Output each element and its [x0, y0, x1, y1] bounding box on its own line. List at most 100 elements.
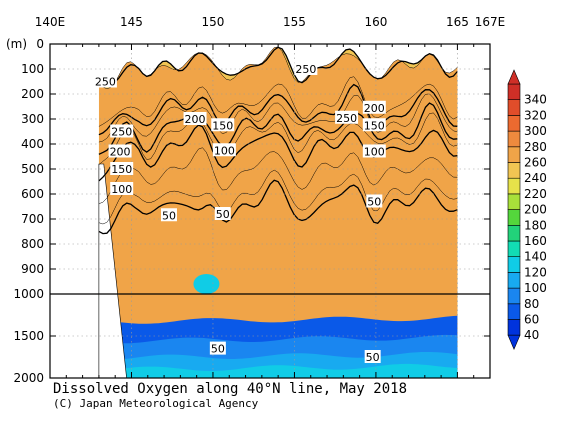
y-tick-label: 800 — [21, 237, 44, 251]
contour-label: 250 — [111, 126, 132, 139]
colorbar-segment — [507, 130, 521, 148]
y-tick-label: 900 — [21, 262, 44, 276]
contour-label-bg — [93, 74, 117, 88]
y-axis: 0 100 200 300 400 500 600 700 800 900 1000 1500 2000 — [13, 37, 490, 385]
contour-label-bg — [160, 208, 177, 222]
y-tick-label: 600 — [21, 187, 44, 201]
colorbar-label: 280 — [524, 140, 547, 154]
contour-label: 50 — [162, 209, 176, 222]
contour-label: 150 — [111, 163, 132, 176]
contour-label: 250 — [95, 76, 116, 89]
y-tick-label: 700 — [21, 212, 44, 226]
contour-label: 50 — [366, 351, 380, 364]
contour-label-bg — [110, 182, 134, 195]
credit-text: (C) Japan Meteorological Agency — [53, 397, 259, 410]
y-tick-label: 400 — [21, 137, 44, 151]
colorbar-segment — [507, 303, 521, 320]
y-tick-label: 2000 — [13, 371, 44, 385]
contour-label-bg — [294, 62, 318, 75]
isoline-50 — [98, 179, 458, 235]
y-tick-label: 500 — [21, 162, 44, 176]
x-tick-label: 160 — [364, 15, 387, 29]
colorbar-segment — [507, 256, 521, 273]
colorbar-label: 200 — [524, 203, 547, 217]
y-tick-label: 200 — [21, 87, 44, 101]
contour-label: 200 — [185, 113, 206, 126]
contour-label-bg — [110, 124, 134, 138]
contour-label: 150 — [212, 119, 233, 132]
isoline-150 — [98, 102, 458, 155]
contour-lines — [98, 46, 458, 235]
y-tick-label: 1500 — [13, 329, 44, 343]
deep-oxygen-band — [98, 363, 458, 378]
contour-label-bg — [110, 162, 134, 175]
contour-label: 100 — [214, 144, 235, 157]
colorbar-label: 40 — [524, 328, 539, 342]
contour-label-bg — [108, 144, 132, 158]
colorbar-label: 220 — [524, 187, 547, 201]
colorbar-label: 180 — [524, 218, 547, 232]
colorbar-segment — [507, 115, 521, 132]
contour-label: 50 — [216, 208, 230, 221]
colorbar-label: 240 — [524, 171, 547, 185]
contour-label-bg — [212, 143, 236, 157]
contour-label-bg — [183, 112, 207, 125]
colorbar-label: 260 — [524, 156, 547, 170]
contour-label: 100 — [364, 146, 385, 159]
contour-label: 50 — [367, 196, 381, 209]
colorbar-segment — [507, 272, 521, 289]
colorbar-segment — [507, 319, 521, 336]
colorbar-label: 100 — [524, 281, 547, 295]
colorbar-segment — [507, 209, 521, 226]
chart-title: Dissolved Oxygen along 40°N line, May 20… — [53, 381, 407, 397]
contour-label-bg — [362, 100, 386, 114]
isoline-100 — [98, 124, 458, 182]
colorbar-segment — [507, 225, 521, 242]
colorbar-segment — [507, 240, 521, 257]
colorbar-label: 300 — [524, 124, 547, 138]
contour-label: 50 — [211, 343, 225, 356]
colorbar-segment — [507, 83, 521, 100]
colorbar-segment — [507, 177, 521, 195]
isoline-200 — [98, 83, 458, 136]
colorbar-label: 320 — [524, 108, 547, 122]
colorbar-segment — [507, 287, 521, 305]
x-tick-label: 167E — [475, 15, 506, 29]
contour-label-bg — [362, 144, 386, 158]
contour-label-bg — [335, 110, 359, 124]
x-tick-label: 155 — [283, 15, 306, 29]
contour-label: 100 — [111, 183, 132, 196]
isoline-180 — [98, 93, 458, 143]
isoline-250 — [98, 46, 458, 86]
colorbar-segment — [507, 162, 521, 179]
y-tick-label: 300 — [21, 112, 44, 126]
x-tick-label: 150 — [202, 15, 225, 29]
colorbar-max-arrow — [507, 69, 521, 85]
colorbar-segment — [507, 193, 521, 210]
contour-label-bg — [214, 207, 231, 220]
contour-label: 200 — [110, 146, 131, 159]
seafloor-wedge — [98, 163, 127, 378]
plot-border — [49, 43, 491, 379]
contour-labels: 250 250 250 250 200 200 200 150 150 150 100 100 100 5… — [93, 62, 386, 364]
colorbar-label: 60 — [524, 313, 539, 327]
contour-label-bg — [209, 341, 226, 355]
colorbar-min-arrow — [507, 334, 521, 350]
contour-label: 200 — [364, 102, 385, 115]
x-tick-label: 165 — [446, 15, 469, 29]
contour-label: 150 — [364, 119, 385, 132]
contour-label-bg — [211, 118, 235, 132]
contour-label: 250 — [295, 63, 316, 76]
y-tick-label: 100 — [21, 62, 44, 76]
x-axis: 140E 145 150 155 160 165 167E — [35, 15, 506, 378]
colorbar-label: 80 — [524, 297, 539, 311]
isoline-60 — [98, 169, 458, 225]
colorbar-label: 120 — [524, 265, 547, 279]
y-tick-label: 0 — [36, 37, 44, 51]
y-unit-label: (m) — [6, 37, 27, 51]
colorbar-label: 160 — [524, 234, 547, 248]
colorbar-segment — [507, 99, 521, 116]
colorbar-label: 140 — [524, 250, 547, 264]
